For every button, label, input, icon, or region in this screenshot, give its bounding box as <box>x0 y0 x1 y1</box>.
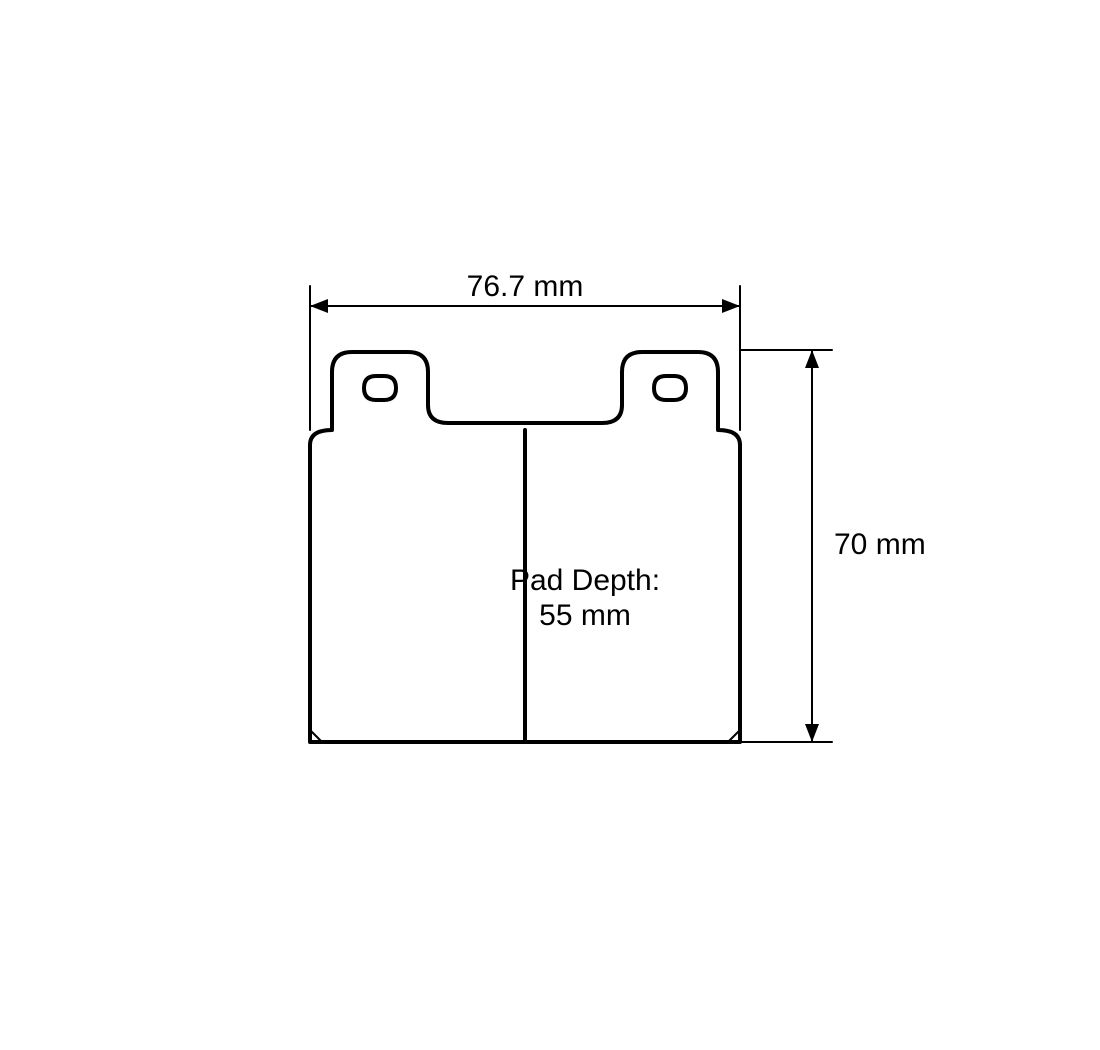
width-label: 76.7 mm <box>467 270 584 303</box>
pad-depth-label-line1: Pad Depth: <box>510 564 660 597</box>
height-label: 70 mm <box>834 528 926 561</box>
brake-pad-diagram: 76.7 mm 70 mm Pad Depth:55 mm <box>0 0 1100 1050</box>
mounting-hole-left <box>364 376 396 400</box>
pad-depth-label-line2: 55 mm <box>539 599 631 632</box>
mounting-hole-right <box>654 376 686 400</box>
